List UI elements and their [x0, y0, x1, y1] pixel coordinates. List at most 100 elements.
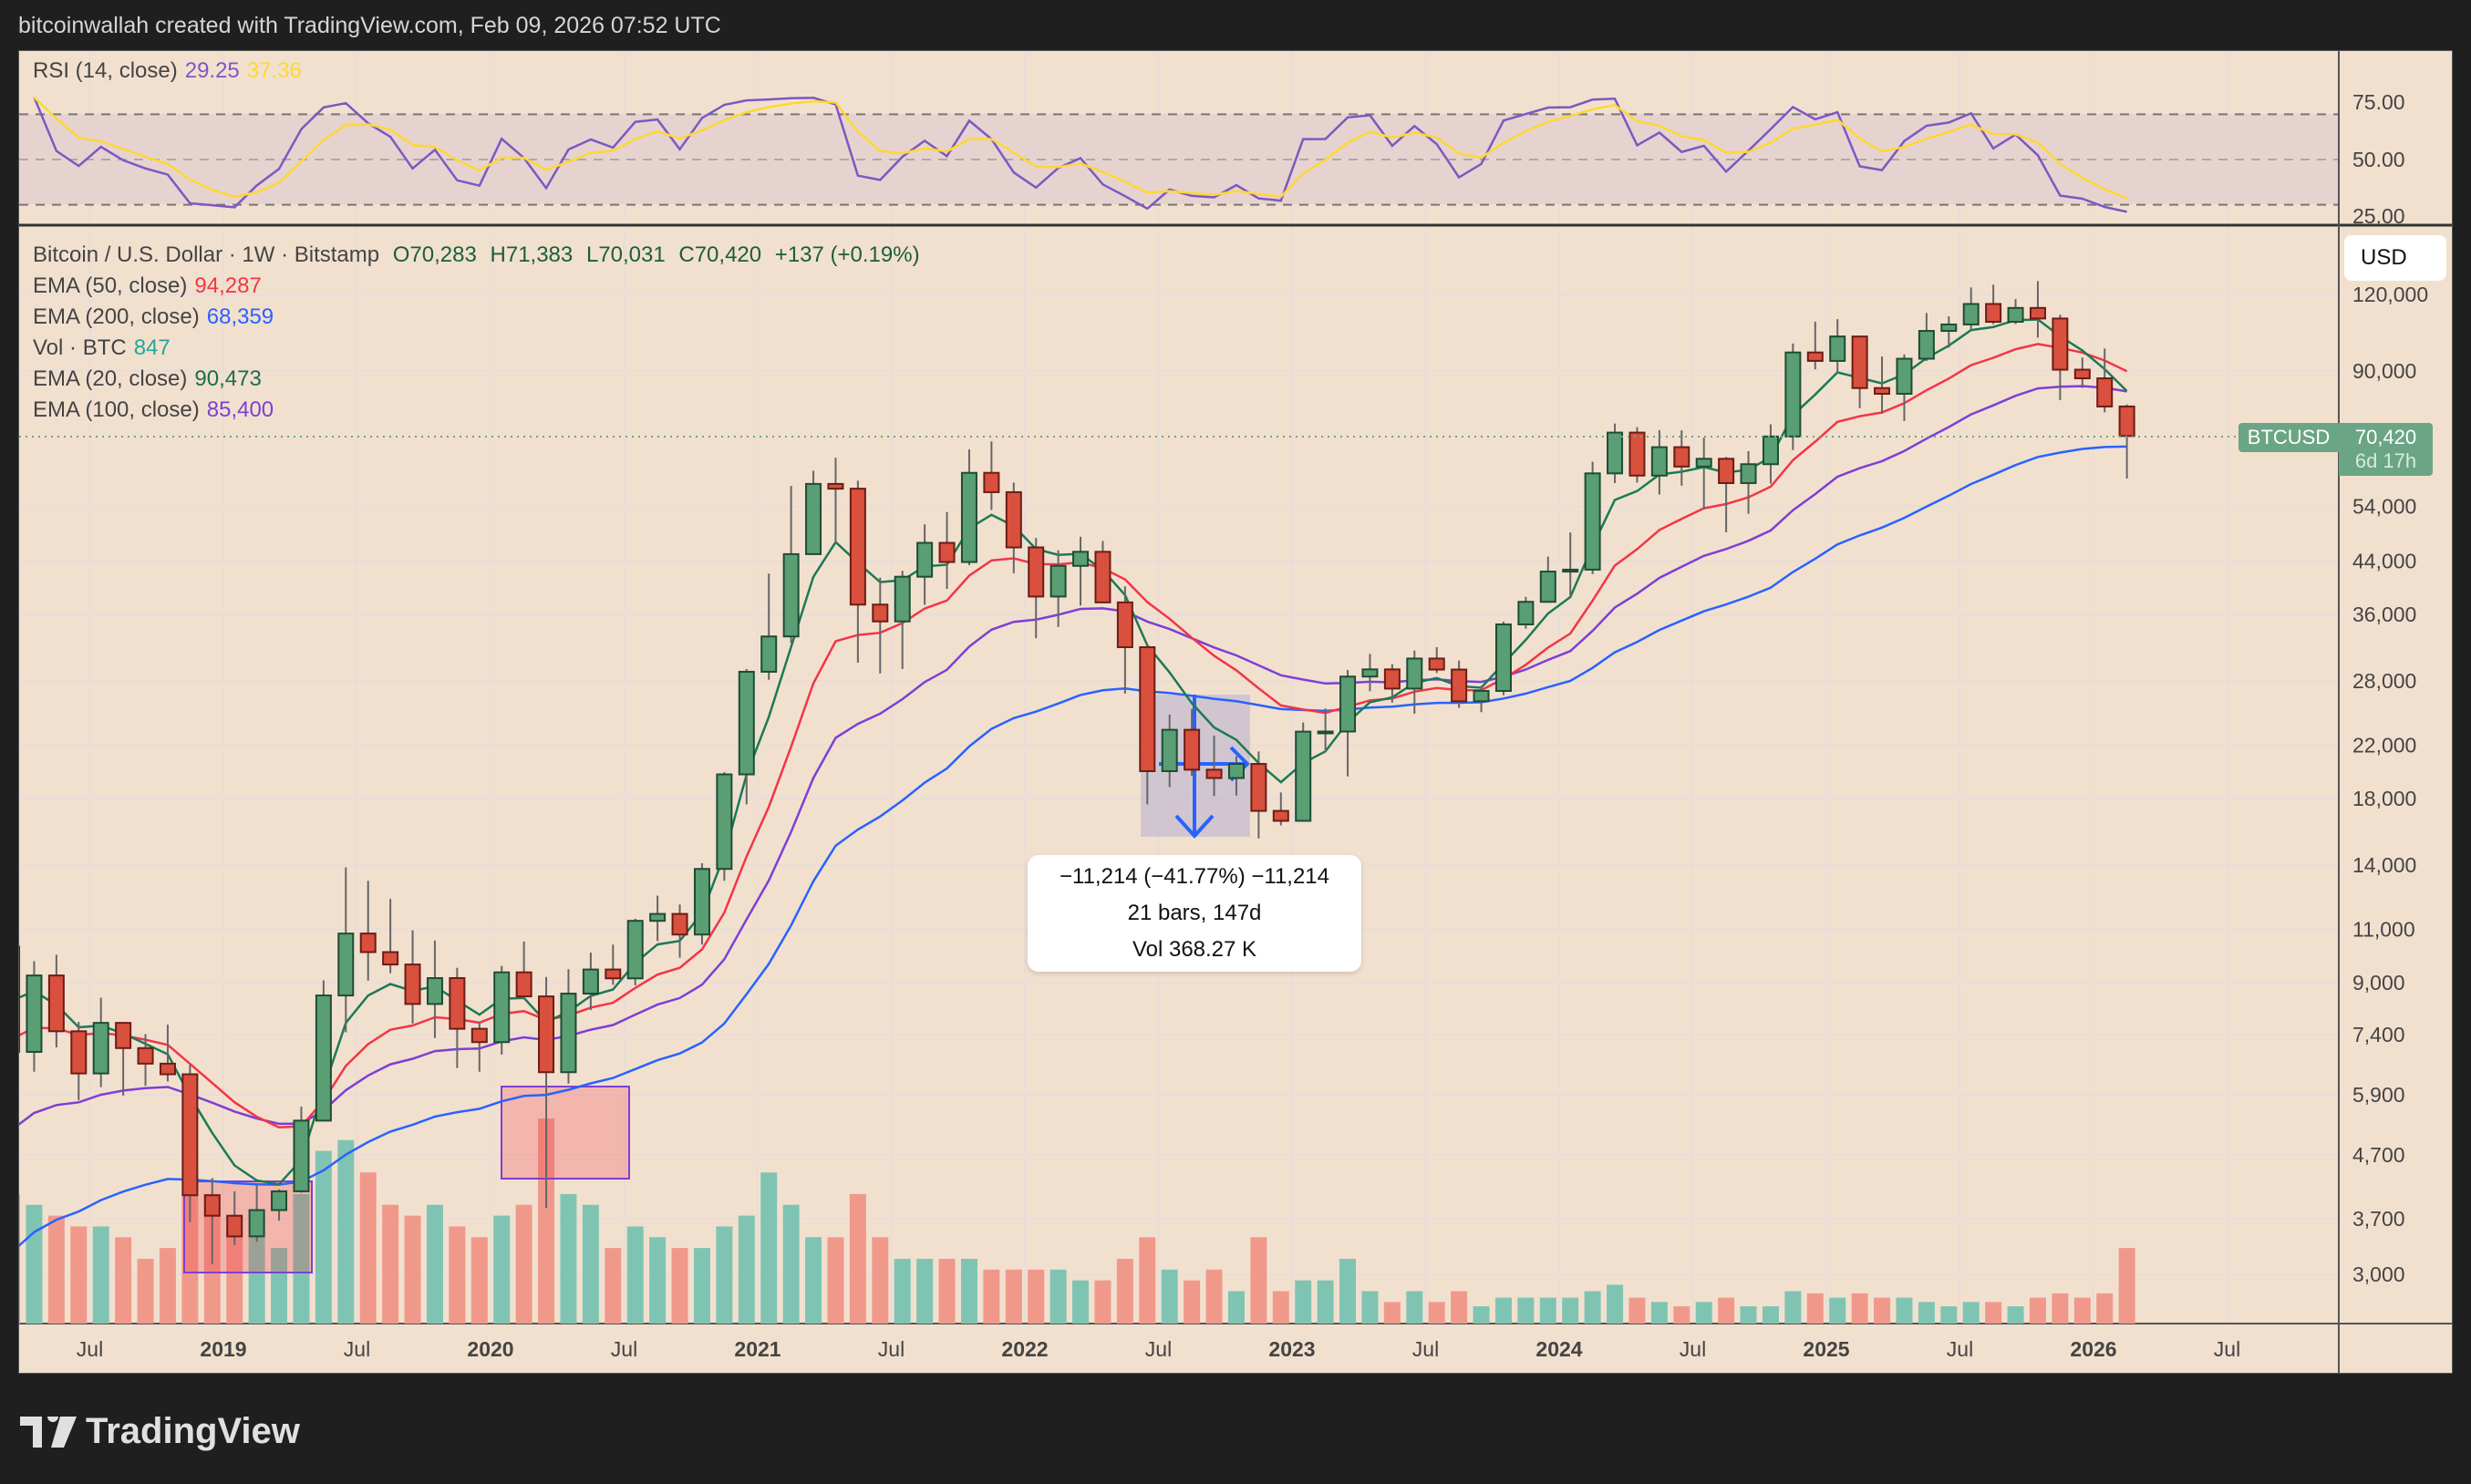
volume-bar — [671, 1248, 688, 1324]
time-tick: 2022 — [1001, 1337, 1048, 1361]
measure-bars: 21 bars, 147d — [1127, 901, 1262, 925]
candle — [1272, 809, 1289, 822]
candle — [1116, 601, 1133, 648]
price-tick: 14,000 — [2352, 853, 2416, 877]
rsi-tick: 50.00 — [2352, 148, 2405, 171]
volume-bar — [493, 1215, 511, 1324]
volume-bar — [1428, 1302, 1445, 1324]
candle — [493, 971, 511, 1044]
rsi-pane — [33, 96, 2128, 213]
volume-bar — [1094, 1280, 1111, 1324]
price-tick: 5,900 — [2352, 1083, 2405, 1107]
candle — [1205, 768, 1223, 779]
candle — [738, 670, 755, 776]
price-tick: 90,000 — [2352, 359, 2416, 383]
candle — [1650, 446, 1668, 477]
volume-bar — [1451, 1291, 1468, 1324]
price-tick: 3,000 — [2352, 1262, 2405, 1286]
candle — [1317, 730, 1334, 735]
rsi-legend: RSI (14, close) 29.25 37.36 — [33, 58, 309, 84]
candle — [92, 1022, 109, 1075]
candle — [1673, 446, 1690, 468]
volume-bar — [449, 1226, 466, 1324]
ema100-line — [19, 385, 2127, 1126]
volume-bar — [382, 1204, 399, 1324]
volume-bar — [92, 1226, 109, 1324]
candle — [315, 994, 332, 1122]
annotation-box-2020[interactable] — [501, 1086, 630, 1180]
volume-bar — [1628, 1297, 1646, 1324]
volume-bar — [1874, 1297, 1891, 1324]
volume-bar — [26, 1204, 43, 1324]
last-price: 70,420 — [2354, 426, 2417, 448]
time-tick: Jul — [77, 1337, 103, 1361]
time-tick: Jul — [878, 1337, 905, 1361]
candle — [382, 951, 399, 966]
candle — [1517, 601, 1535, 625]
volume-legend[interactable]: Vol · BTC 847 — [33, 335, 178, 361]
ema200-legend[interactable]: EMA (200, close) 68,359 — [33, 304, 281, 330]
volume-bar — [760, 1172, 778, 1324]
time-tick: 2020 — [467, 1337, 513, 1361]
rsi-axis[interactable]: 75.00 50.00 25.00 — [2352, 90, 2405, 228]
volume-bar — [872, 1237, 889, 1324]
volume-bar — [404, 1215, 421, 1324]
volume-bar — [1829, 1297, 1846, 1324]
candle — [515, 971, 532, 998]
time-tick: Jul — [611, 1337, 637, 1361]
tradingview-logo[interactable]: TradingView — [20, 1411, 300, 1452]
candle — [1695, 458, 1712, 468]
candle — [2029, 306, 2046, 320]
ema100-value: 85,400 — [206, 397, 274, 422]
volume-bar — [916, 1258, 934, 1324]
volume-bar — [115, 1237, 132, 1324]
candle — [1005, 490, 1022, 549]
candle — [337, 933, 355, 997]
ohlc-close: C70,420 — [678, 242, 762, 267]
time-tick: 2024 — [1535, 1337, 1582, 1361]
candle — [181, 1073, 199, 1197]
annotation-box-2018[interactable] — [183, 1180, 313, 1273]
volume-bar — [1851, 1293, 1868, 1324]
volume-bar — [560, 1193, 577, 1324]
volume-bar — [983, 1269, 1000, 1324]
ohlc-change: +137 (+0.19%) — [774, 242, 920, 267]
candle — [1361, 668, 1379, 678]
price-tick: 9,000 — [2352, 971, 2405, 994]
ema100-label: EMA (100, close) — [33, 397, 200, 422]
volume-bar — [47, 1215, 65, 1324]
time-axis[interactable]: Jul 2019 Jul 2020 Jul 2021 Jul 2022 Jul 2023 Jul 20… — [77, 1337, 2240, 1361]
volume-label: Vol · BTC — [33, 335, 127, 360]
currency-button[interactable]: USD — [2344, 235, 2446, 281]
time-tick: Jul — [1680, 1337, 1706, 1361]
volume-bar — [1184, 1280, 1201, 1324]
volume-bar — [315, 1150, 332, 1324]
candle — [226, 1214, 243, 1238]
price-axis[interactable]: 120,000 90,000 54,000 44,000 36,000 28,000 22,… — [2352, 283, 2428, 1286]
candle — [1406, 657, 1423, 690]
candle — [404, 964, 421, 1005]
chart-frame[interactable] — [18, 50, 2453, 1374]
candle — [1985, 303, 2002, 324]
volume-bar — [1317, 1280, 1334, 1324]
volume-bar — [1161, 1269, 1178, 1324]
candles — [19, 281, 2135, 1264]
volume-bar — [271, 1248, 288, 1324]
volume-bar — [2052, 1293, 2069, 1324]
ema100-legend[interactable]: EMA (100, close) 85,400 — [33, 397, 281, 423]
symbol-title[interactable]: Bitcoin / U.S. Dollar · 1W · Bitstamp — [33, 242, 380, 267]
price-tick: 11,000 — [2352, 917, 2415, 941]
candle — [1094, 551, 1111, 603]
candle — [1072, 551, 1090, 567]
candle — [1784, 351, 1802, 438]
price-tick: 28,000 — [2352, 669, 2416, 693]
time-tick: Jul — [1145, 1337, 1172, 1361]
candle — [2007, 306, 2024, 324]
volume-bar — [538, 1118, 555, 1324]
ema50-legend[interactable]: EMA (50, close) 94,287 — [33, 273, 269, 299]
time-tick: Jul — [344, 1337, 370, 1361]
time-tick: 2021 — [734, 1337, 781, 1361]
volume-bar — [1205, 1269, 1223, 1324]
ema20-legend[interactable]: EMA (20, close) 90,473 — [33, 366, 269, 392]
